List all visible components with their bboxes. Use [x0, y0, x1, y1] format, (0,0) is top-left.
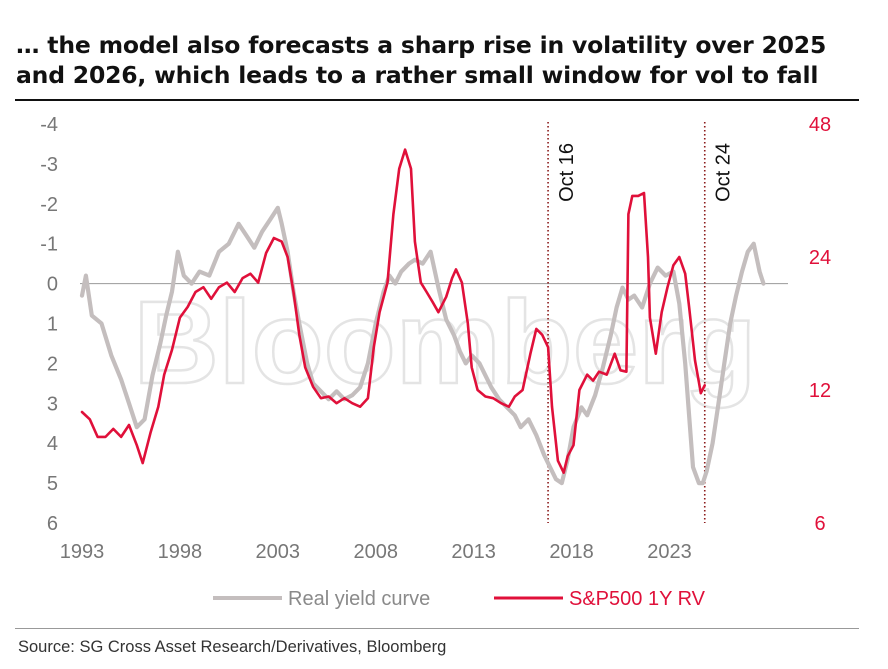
legend-label-sp500-rv: S&P500 1Y RV: [569, 588, 706, 610]
left-tick-label: -1: [40, 234, 58, 256]
left-tick-label: 6: [47, 513, 58, 535]
annotation-label-oct-16: Oct 16: [556, 143, 578, 202]
x-tick-label: 2003: [256, 541, 301, 563]
left-tick-label: 0: [47, 274, 58, 296]
x-tick-label: 2008: [353, 541, 398, 563]
title-line-1: … the model also forecasts a sharp rise …: [16, 31, 827, 59]
legend-label-real-yield-curve: Real yield curve: [288, 588, 430, 610]
title-line-2: and 2026, which leads to a rather small …: [16, 61, 819, 89]
left-tick-label: -4: [40, 114, 58, 136]
left-tick-label: 2: [47, 353, 58, 375]
right-tick-label: 24: [809, 247, 831, 269]
right-axis: 6 12 24 48: [809, 114, 831, 535]
legend: Real yield curve S&P500 1Y RV: [213, 588, 706, 610]
right-tick-label: 6: [814, 513, 825, 535]
x-tick-label: 2018: [549, 541, 594, 563]
x-axis: 1993 1998 2003 2008 2013 2018 2023: [60, 541, 692, 563]
x-tick-label: 2023: [647, 541, 692, 563]
left-tick-label: 5: [47, 473, 58, 495]
left-tick-label: 3: [47, 393, 58, 415]
source-divider: [15, 628, 859, 629]
series-line-real-yield-curve: [79, 205, 766, 486]
left-tick-label: 1: [47, 314, 58, 336]
source-note: Source: SG Cross Asset Research/Derivati…: [18, 638, 447, 656]
x-tick-label: 1993: [60, 541, 105, 563]
chart-title: … the model also forecasts a sharp rise …: [16, 30, 876, 90]
title-divider: [15, 99, 859, 101]
series-line-sp500-rv: [80, 148, 706, 474]
annotations: Oct 16 Oct 24: [547, 122, 735, 523]
right-tick-label: 12: [809, 380, 831, 402]
x-tick-label: 2013: [451, 541, 496, 563]
left-tick-label: -2: [40, 194, 58, 216]
right-tick-label: 48: [809, 114, 831, 136]
annotation-label-oct-24: Oct 24: [713, 143, 735, 202]
left-tick-label: 4: [47, 433, 58, 455]
left-tick-label: -3: [40, 154, 58, 176]
series-lines: [79, 148, 766, 486]
left-axis: -4 -3 -2 -1 0 1 2 3 4 5 6: [40, 114, 58, 535]
x-tick-label: 1998: [158, 541, 203, 563]
